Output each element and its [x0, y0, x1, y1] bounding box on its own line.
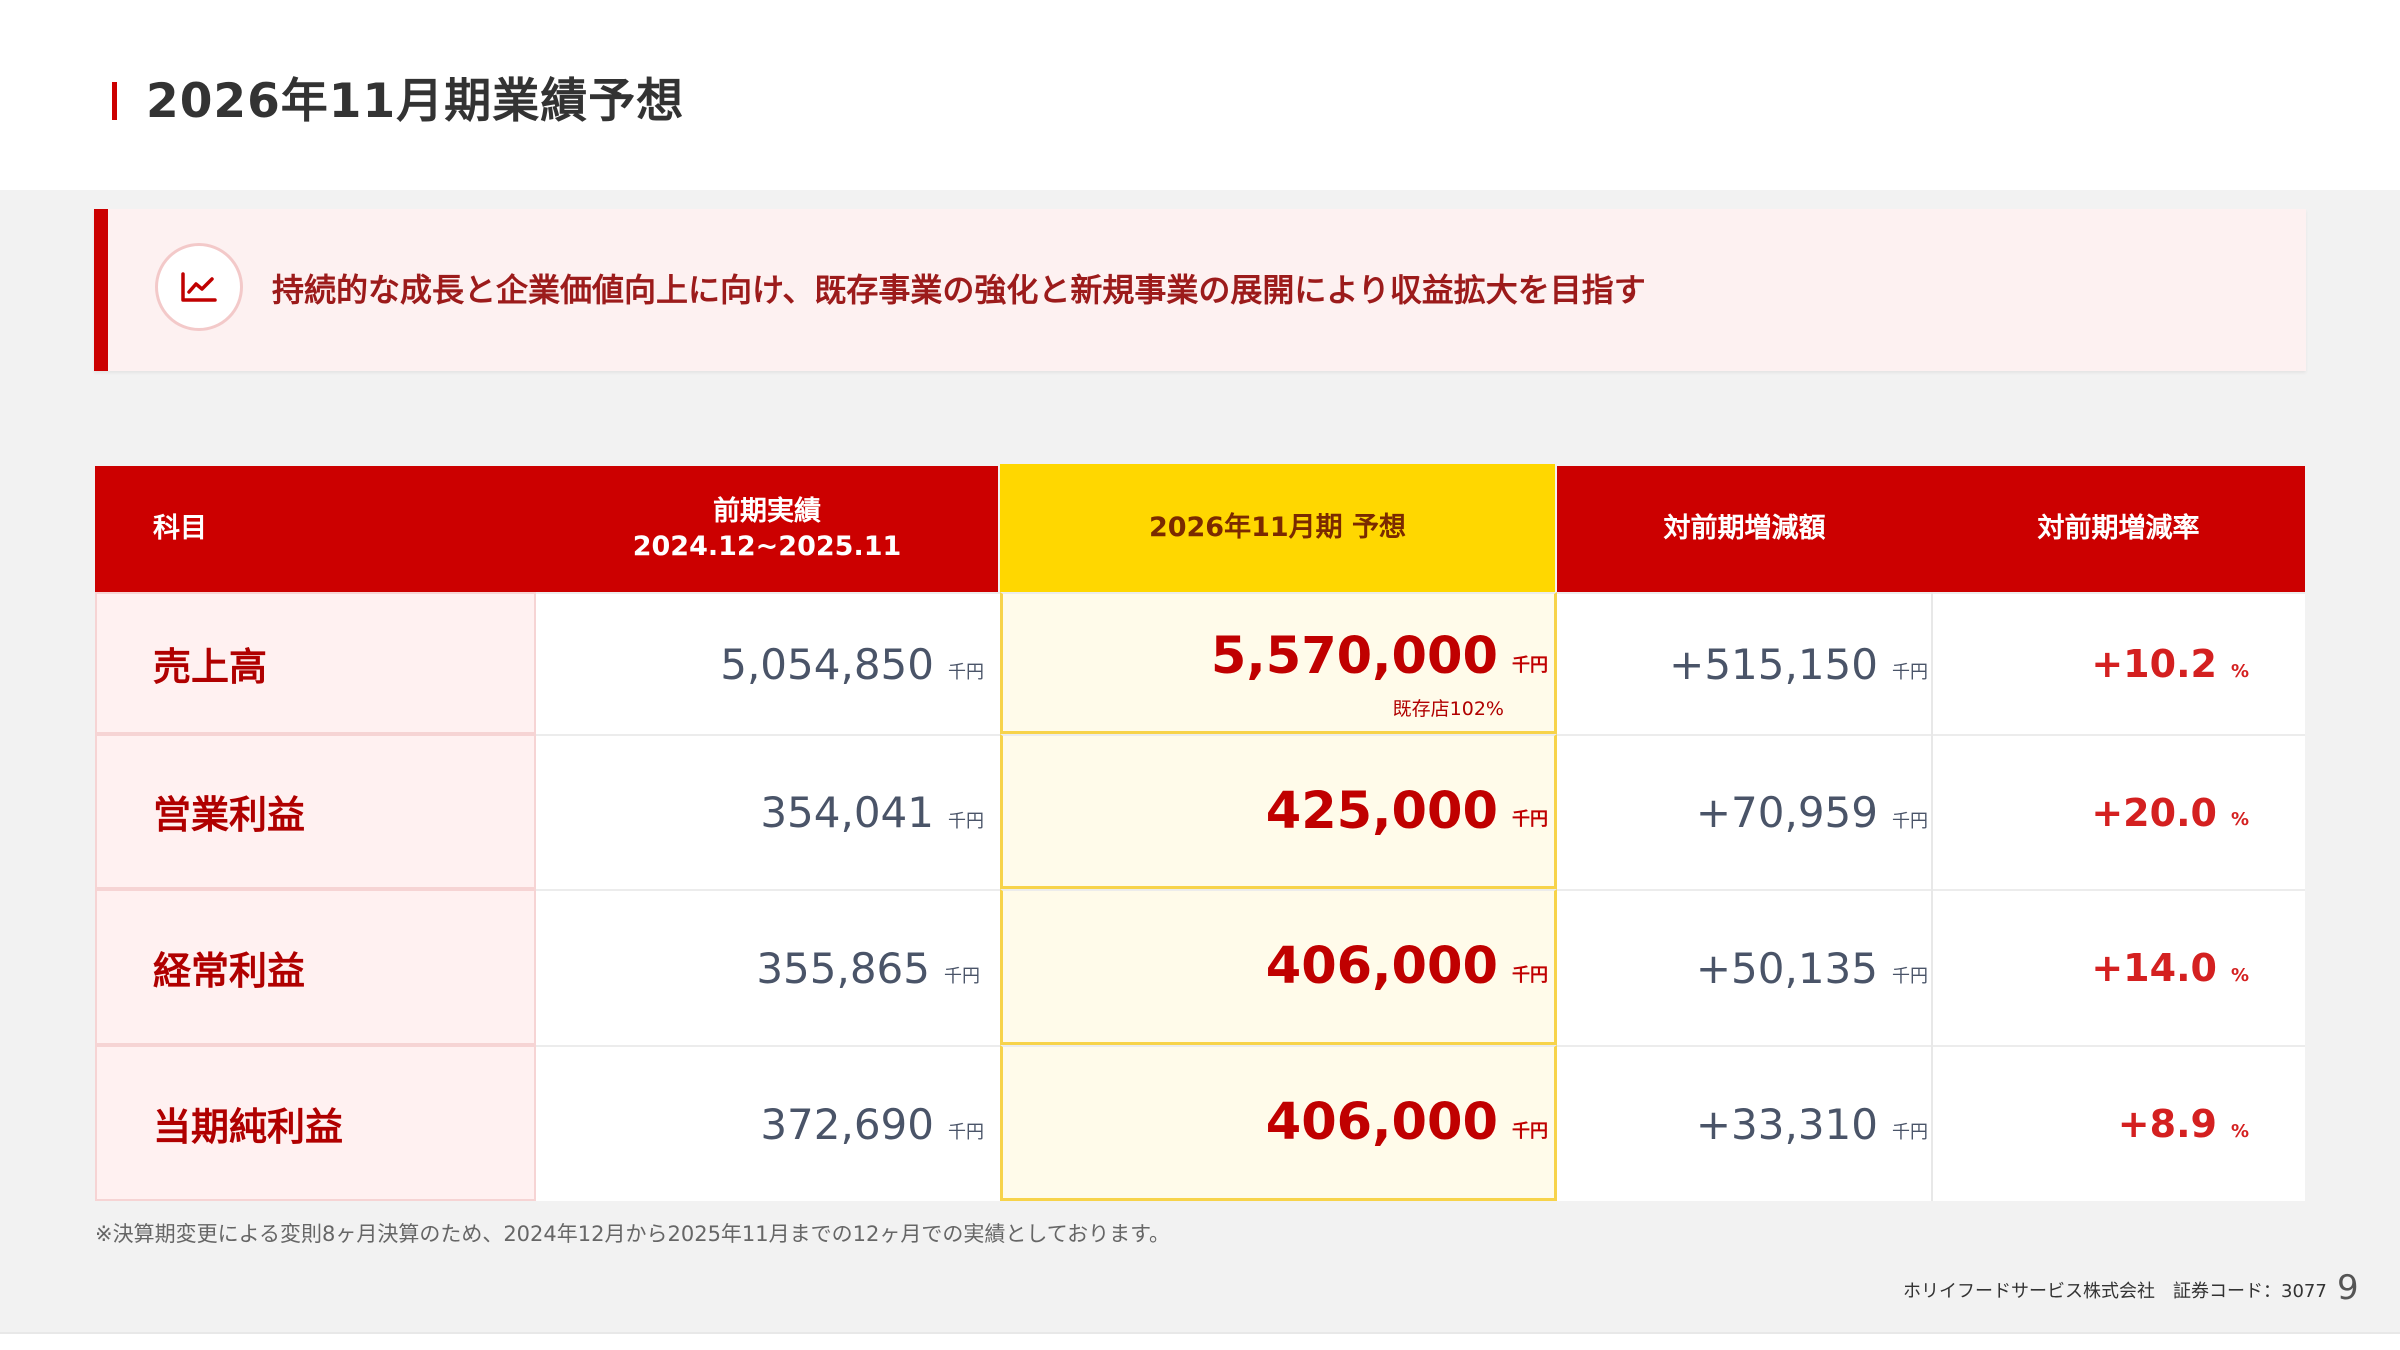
existing-store-note: 既存店102%: [1392, 698, 1504, 720]
message-banner: 持続的な成長と企業価値向上に向け、既存事業の強化と新規事業の展開により収益拡大を…: [94, 209, 2306, 371]
banner-accent-bar: [94, 209, 108, 371]
page-title: 2026年11月期業績予想: [146, 74, 685, 129]
cell-rate-ordinary-profit: +14.0%: [1932, 889, 2305, 1045]
cell-diff-ordinary-profit: +50,135 千円: [1557, 889, 1932, 1045]
company-name: ホリイフードサービス株式会社 証券コード：3077: [1903, 1281, 2327, 1302]
cell-rate-operating-profit: +20.0%: [1932, 734, 2305, 889]
cell-prev-sales: 5,054,850 千円: [536, 592, 1000, 734]
cell-diff-operating-profit: +70,959 千円: [1557, 734, 1932, 889]
header-yoy-diff: 対前期増減額: [1557, 466, 1932, 592]
row-label-sales: 売上高: [95, 592, 536, 734]
bottom-strip: [0, 1332, 2400, 1350]
cell-prev-ordinary-profit: 355,865 千円: [536, 889, 1000, 1045]
page-number: 9: [2337, 1268, 2359, 1308]
cell-forecast-net-income: 406,000 千円: [1000, 1045, 1557, 1201]
cell-forecast-operating-profit: 425,000 千円: [1000, 734, 1557, 889]
title-accent-bar: [112, 82, 117, 120]
banner-message: 持続的な成長と企業価値向上に向け、既存事業の強化と新規事業の展開により収益拡大を…: [272, 271, 1646, 309]
row-label-operating-profit: 営業利益: [95, 734, 536, 889]
row-label-ordinary-profit: 経常利益: [95, 889, 536, 1045]
column-divider: [1931, 592, 1933, 1201]
header-previous-results: 前期実績 2024.12~2025.11: [536, 466, 998, 592]
cell-rate-sales: +10.2%: [1932, 592, 2305, 734]
header-previous-label: 前期実績: [713, 495, 821, 527]
line-chart-icon: [155, 243, 243, 331]
cell-diff-sales: +515,150 千円: [1557, 592, 1932, 734]
cell-prev-operating-profit: 354,041 千円: [536, 734, 1000, 889]
row-label-net-income: 当期純利益: [95, 1045, 536, 1201]
cell-forecast-sales: 5,570,000 千円 既存店102%: [1000, 592, 1557, 734]
forecast-table: 科目 前期実績 2024.12~2025.11 2026年11月期 予想 対前期…: [95, 464, 2305, 1201]
cell-rate-net-income: +8.9%: [1932, 1045, 2305, 1201]
cell-diff-net-income: +33,310 千円: [1557, 1045, 1932, 1201]
slide-header: 2026年11月期業績予想: [0, 0, 2400, 190]
header-yoy-rate: 対前期増減率: [1932, 466, 2305, 592]
header-previous-period: 2024.12~2025.11: [632, 531, 902, 562]
header-item: 科目: [95, 466, 536, 592]
footnote: ※決算期変更による変則8ヶ月決算のため、2024年12月から2025年11月まで…: [95, 1222, 1171, 1246]
cell-forecast-ordinary-profit: 406,000 千円: [1000, 889, 1557, 1045]
header-forecast: 2026年11月期 予想: [1000, 464, 1555, 592]
cell-prev-net-income: 372,690 千円: [536, 1045, 1000, 1201]
